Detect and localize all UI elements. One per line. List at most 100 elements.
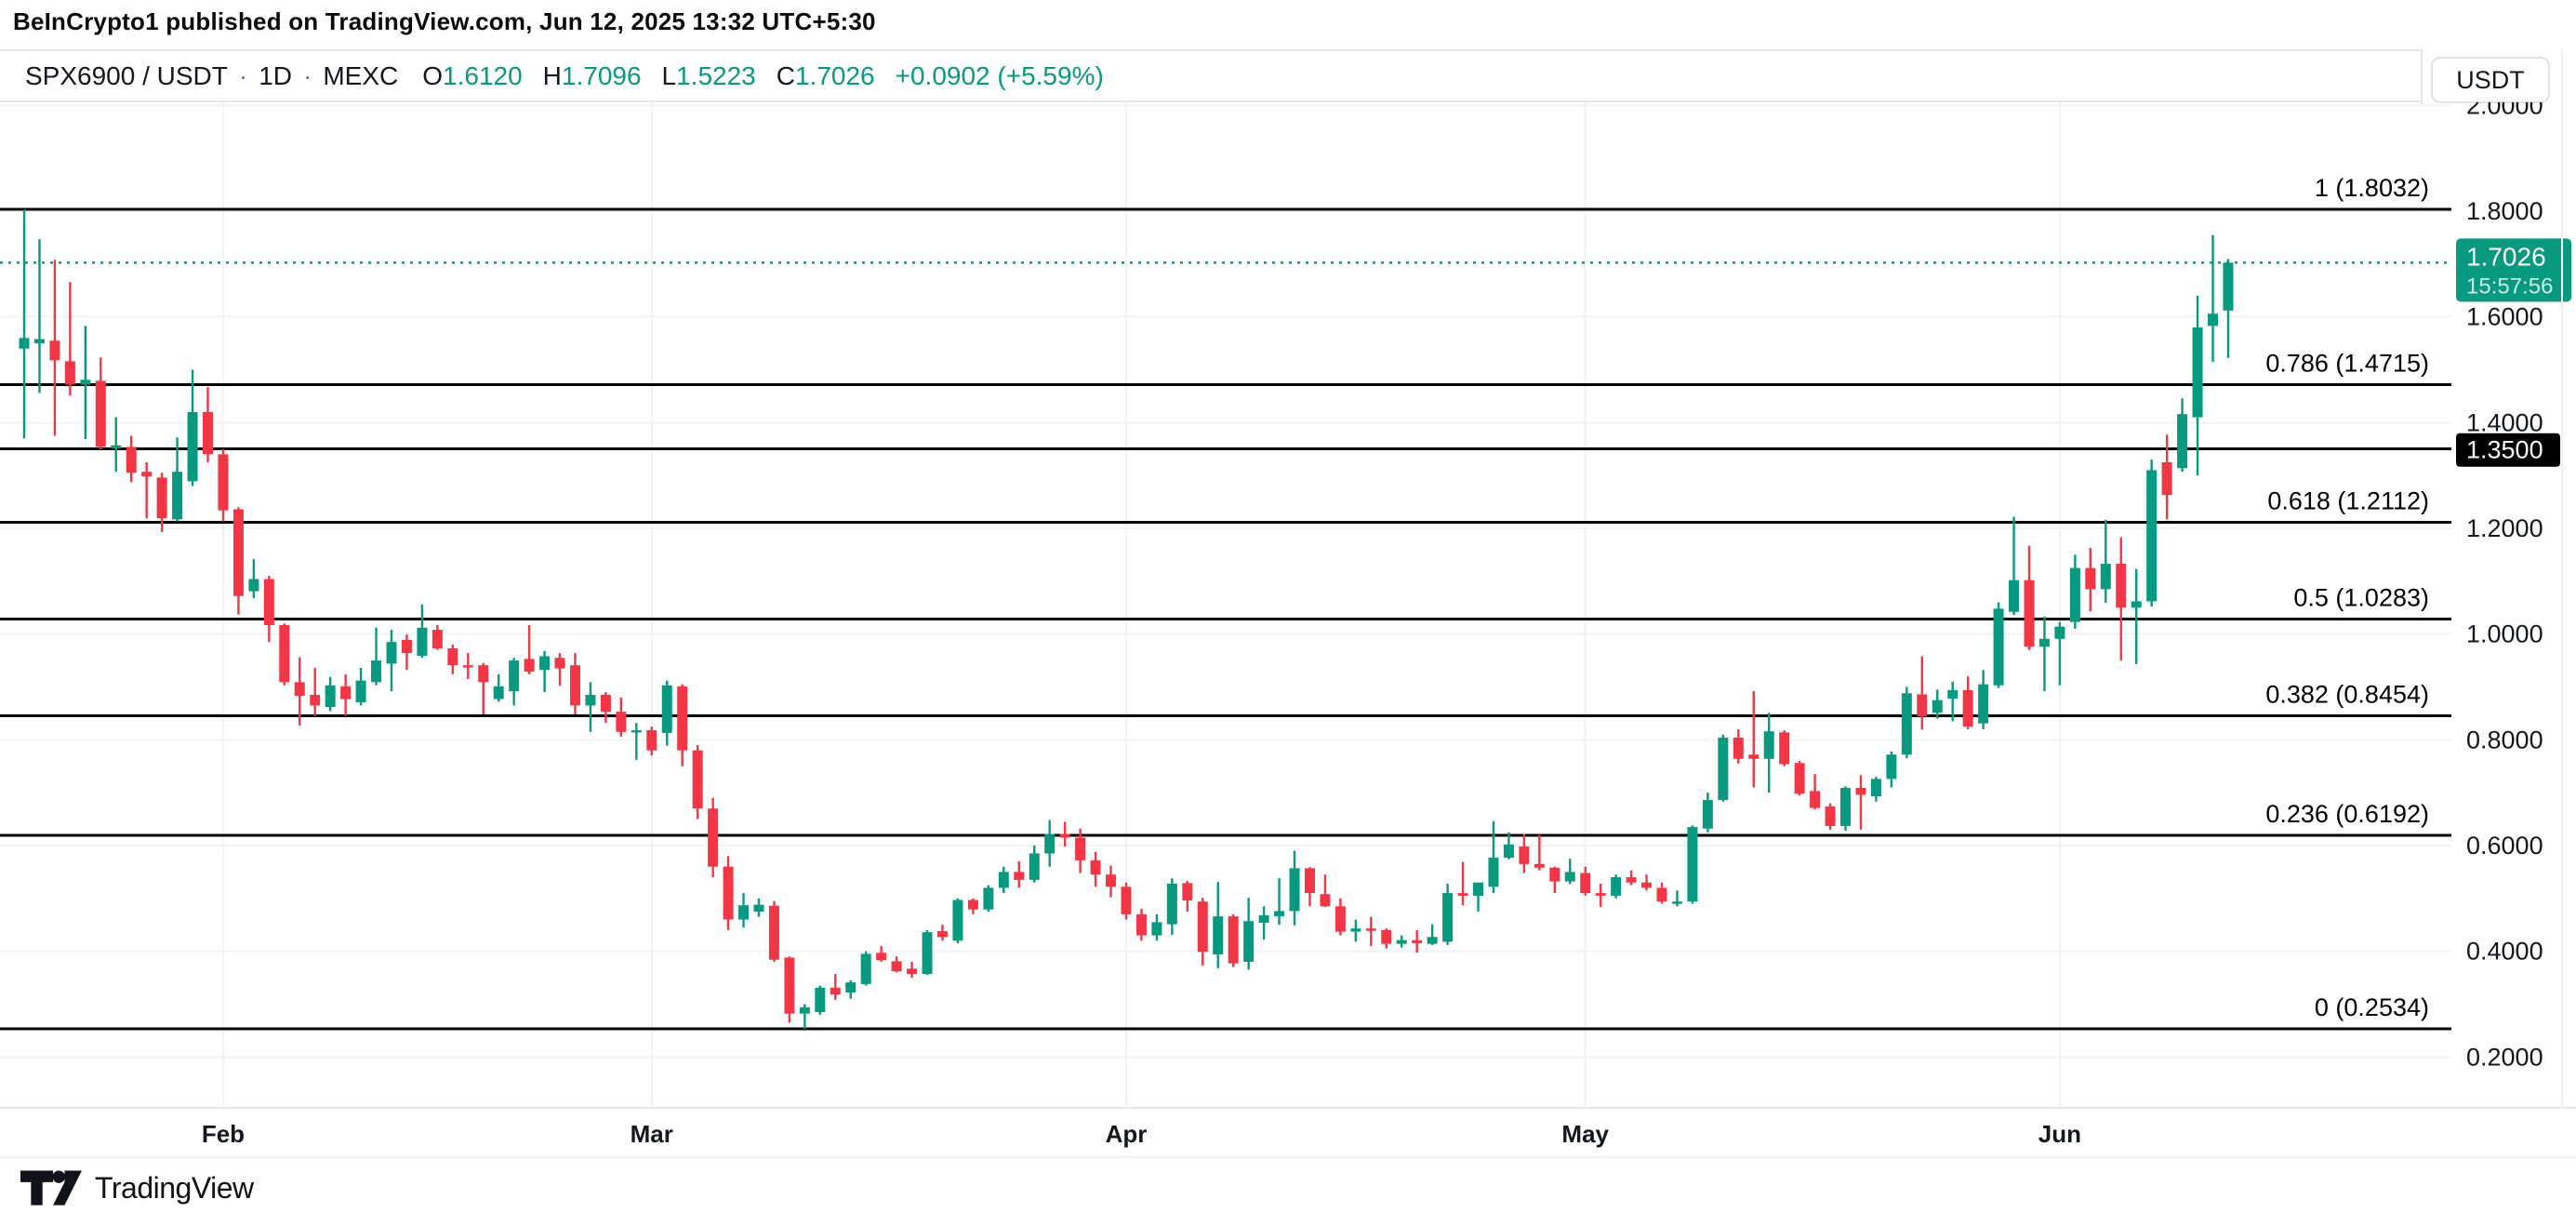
candle-body xyxy=(677,686,688,751)
candle-body xyxy=(845,982,856,993)
time-axis-month-label[interactable]: May xyxy=(1561,1120,1609,1148)
candle-body xyxy=(294,682,305,697)
currency-toggle-button[interactable]: USDT xyxy=(2431,57,2550,103)
candle-body xyxy=(279,624,290,683)
candle-body xyxy=(1763,731,1774,759)
candle-body xyxy=(1151,922,1162,936)
symbol-name[interactable]: SPX6900 / USDT xyxy=(25,60,228,90)
candle-body xyxy=(2054,626,2065,639)
candle-body xyxy=(1135,913,1147,936)
fib-level-label: 1 (1.8032) xyxy=(2315,174,2429,202)
price-axis-tick[interactable]: 1.6000 xyxy=(2466,303,2543,331)
candle-body xyxy=(1396,939,1407,944)
time-axis-month-label[interactable]: Feb xyxy=(202,1120,245,1148)
candle-body xyxy=(1350,928,1361,932)
symbol-legend[interactable]: SPX6900 / USDT · 1D · MEXC O1.6120 H1.70… xyxy=(25,61,1104,91)
candle-body xyxy=(95,380,106,447)
price-axis-tick[interactable]: 1.0000 xyxy=(2466,620,2543,648)
low-value: L1.5223 xyxy=(661,60,756,90)
candle-body xyxy=(2177,414,2188,469)
candle-body xyxy=(1197,901,1208,953)
candle-body xyxy=(1473,882,1484,896)
candle-body xyxy=(2116,564,2127,608)
price-axis-tick[interactable]: 0.8000 xyxy=(2466,726,2543,753)
candle-body xyxy=(2085,567,2096,590)
candle-wick xyxy=(834,974,837,1000)
candle-wick xyxy=(1370,916,1373,946)
timeframe-value[interactable]: 1D xyxy=(259,60,292,90)
change-value: +0.0902 (+5.59%) xyxy=(895,60,1104,90)
candle-body xyxy=(2131,601,2142,608)
legend-separator: · xyxy=(238,60,248,90)
time-axis-month-label[interactable]: Mar xyxy=(631,1120,673,1148)
tradingview-logo-icon xyxy=(20,1170,82,1206)
candle-body xyxy=(1442,893,1454,942)
candle-wick xyxy=(1859,775,1863,830)
candle-body xyxy=(2009,580,2020,612)
candle-body xyxy=(708,808,719,867)
candle-body xyxy=(1243,921,1255,962)
candle-body xyxy=(692,750,703,809)
candle-body xyxy=(417,627,428,656)
candle-wick xyxy=(38,239,41,393)
candle-body xyxy=(784,957,795,1014)
plot-area[interactable]: 1 (1.8032) 0.786 (1.4715) 0.618 (1.2112) 0.… xyxy=(0,91,2571,1107)
candle-body xyxy=(753,904,764,912)
fib-level-label: 0 (0.2534) xyxy=(2315,993,2429,1021)
price-axis-tick[interactable]: 1.2000 xyxy=(2466,514,2543,542)
candle-body xyxy=(936,931,948,938)
candle-body xyxy=(1855,788,1866,795)
price-axis-tick[interactable]: 0.2000 xyxy=(2466,1043,2543,1071)
candle-body xyxy=(2207,313,2218,326)
candle-wick xyxy=(543,650,546,693)
price-axis-tick[interactable]: 0.6000 xyxy=(2466,832,2543,860)
candle-body xyxy=(248,579,259,592)
candle-body xyxy=(907,968,918,975)
price-axis-tick[interactable]: 2.0000 xyxy=(2466,91,2543,119)
candle-body xyxy=(1886,754,1897,780)
candle-body xyxy=(509,660,520,692)
price-axis-tick[interactable]: 1.4000 xyxy=(2466,408,2543,436)
candle-body xyxy=(1932,700,1943,713)
candle-body xyxy=(1917,694,1928,717)
candle-body xyxy=(2100,564,2111,590)
candle-body xyxy=(172,472,183,520)
candle-body xyxy=(1978,684,1989,724)
candle-body xyxy=(738,905,750,920)
candle-body xyxy=(141,472,153,477)
fib-level-label: 0.618 (1.2112) xyxy=(2267,487,2429,515)
candle-body xyxy=(1121,886,1132,914)
candle-wick xyxy=(69,282,72,396)
candle-body xyxy=(218,454,229,511)
candle-body xyxy=(876,953,887,961)
candle-body xyxy=(569,665,580,706)
time-axis-month-label[interactable]: Apr xyxy=(1106,1120,1148,1148)
candle-body xyxy=(1595,893,1606,896)
candle-body xyxy=(1656,887,1667,902)
candle-body xyxy=(1059,833,1070,838)
candle-body xyxy=(554,658,565,669)
candle-body xyxy=(447,647,458,666)
candle-wick xyxy=(2058,621,2062,686)
candle-body xyxy=(1044,833,1056,854)
candle-body xyxy=(1381,929,1392,944)
candle-body xyxy=(1962,689,1973,727)
price-axis-tick[interactable]: 1.8000 xyxy=(2466,197,2543,225)
candle-body xyxy=(1580,873,1591,894)
ohlc-values: O1.6120 H1.7096 L1.5223 C1.7026 xyxy=(422,61,874,91)
time-axis-month-label[interactable]: Jun xyxy=(2038,1120,2081,1148)
candle-body xyxy=(2069,567,2080,622)
price-axis-tick[interactable]: 0.4000 xyxy=(2466,938,2543,966)
candle-body xyxy=(478,665,489,683)
candle-wick xyxy=(1951,681,1954,722)
candle-body xyxy=(1166,883,1177,925)
candle-body xyxy=(1564,872,1575,882)
candle-body xyxy=(310,694,321,706)
candle-body xyxy=(432,630,443,648)
candle-body xyxy=(983,887,994,910)
candle-wick xyxy=(1920,656,1923,730)
candle-body xyxy=(1993,608,2004,686)
candle-body xyxy=(998,872,1009,888)
